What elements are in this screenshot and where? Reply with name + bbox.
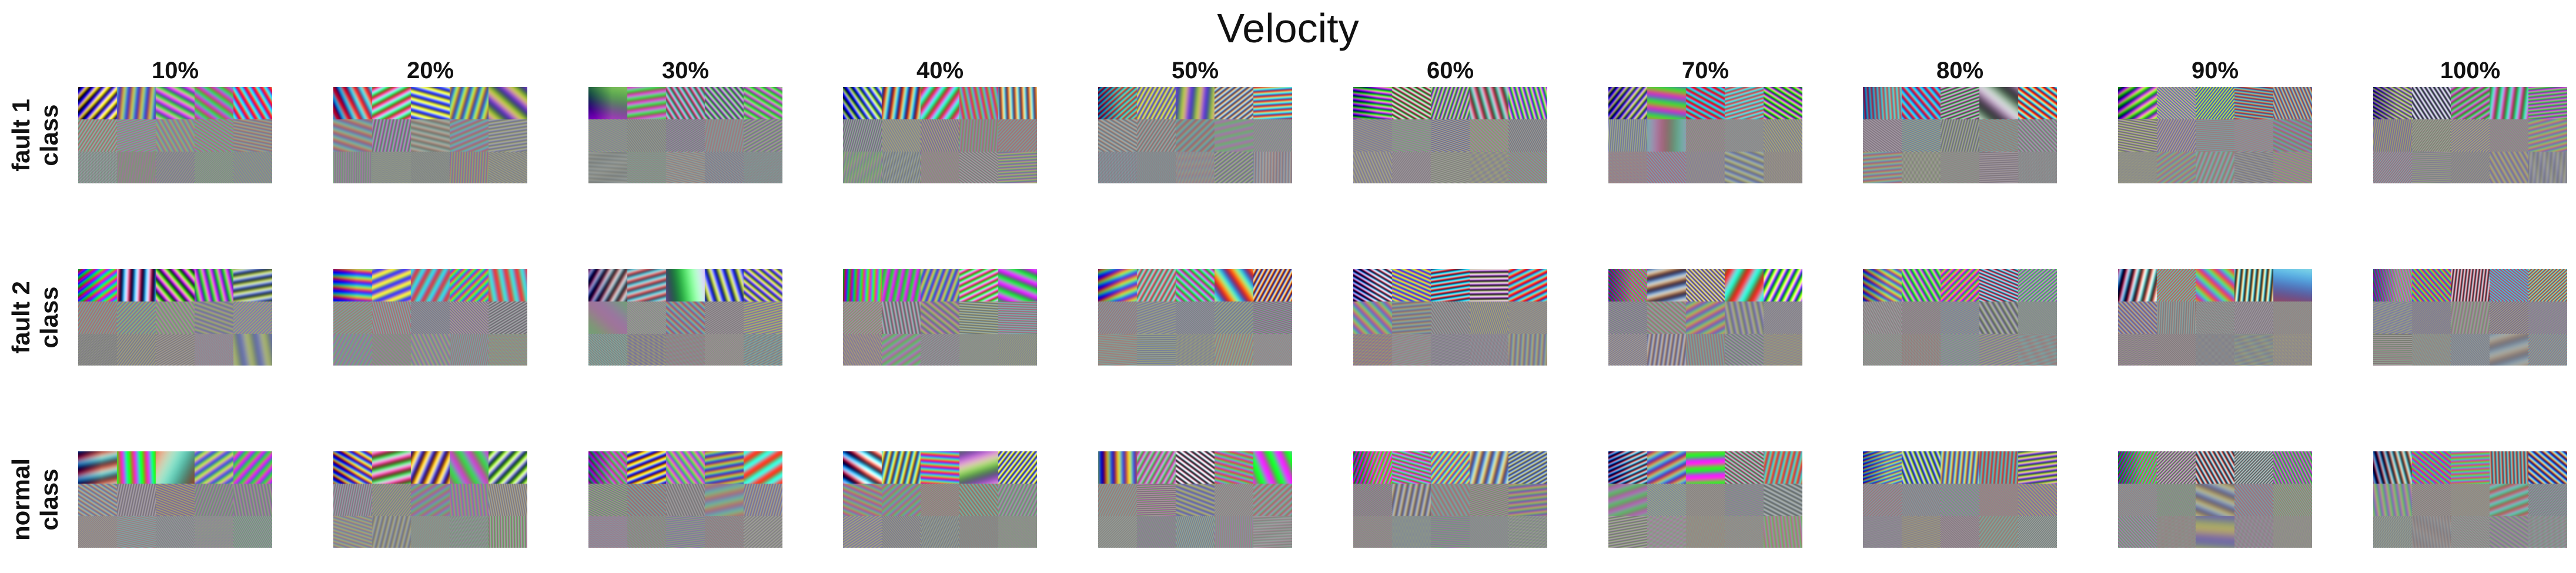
feature-map-tile (1863, 87, 2057, 183)
feature-map-tile (2118, 269, 2312, 366)
feature-map-tile (2373, 269, 2567, 366)
feature-map-tile (333, 451, 527, 548)
feature-map-tile (1353, 269, 1547, 366)
row-label: normal class (0, 426, 71, 573)
feature-map-tile (2373, 87, 2567, 183)
feature-map-tile (1608, 87, 1802, 183)
column-header: 90% (2191, 58, 2239, 83)
column-header: 60% (1426, 58, 1474, 83)
feature-map-tile (1353, 87, 1547, 183)
feature-map-tile (588, 269, 782, 366)
column-header: 10% (151, 58, 199, 83)
feature-map-tile (843, 87, 1037, 183)
row-label: fault 1 class (0, 62, 71, 209)
feature-map-tile (333, 269, 527, 366)
feature-map-tile (588, 87, 782, 183)
column-header: 80% (1936, 58, 1984, 83)
feature-map-tile (1863, 269, 2057, 366)
feature-map-tile (2373, 451, 2567, 548)
feature-map-tile (1608, 269, 1802, 366)
feature-map-tile (843, 451, 1037, 548)
feature-map-tile (1098, 269, 1292, 366)
feature-map-tile (333, 87, 527, 183)
row-label-line1: fault 1 (7, 99, 35, 172)
column-header: 100% (2440, 58, 2501, 83)
feature-map-tile (1098, 451, 1292, 548)
feature-map-tile (843, 269, 1037, 366)
feature-map-tile (588, 451, 782, 548)
feature-map-tile (1863, 451, 2057, 548)
feature-map-tile (1353, 451, 1547, 548)
row-label-line1: fault 2 (7, 281, 35, 354)
feature-map-tile (78, 269, 272, 366)
column-header: 30% (661, 58, 710, 83)
feature-map-tile (2118, 87, 2312, 183)
column-header: 40% (916, 58, 964, 83)
column-header: 20% (406, 58, 454, 83)
row-label-line2: class (35, 468, 63, 531)
feature-map-tile (78, 87, 272, 183)
row-label-line2: class (35, 104, 63, 166)
row-label: fault 2 class (0, 244, 71, 391)
feature-map-tile (78, 451, 272, 548)
column-header: 70% (1681, 58, 1729, 83)
row-label-line2: class (35, 286, 63, 349)
feature-map-tile (2118, 451, 2312, 548)
column-header: 50% (1171, 58, 1219, 83)
feature-map-tile (1608, 451, 1802, 548)
row-label-line1: normal (7, 458, 35, 541)
feature-map-tile (1098, 87, 1292, 183)
figure-title: Velocity (1217, 5, 1359, 51)
